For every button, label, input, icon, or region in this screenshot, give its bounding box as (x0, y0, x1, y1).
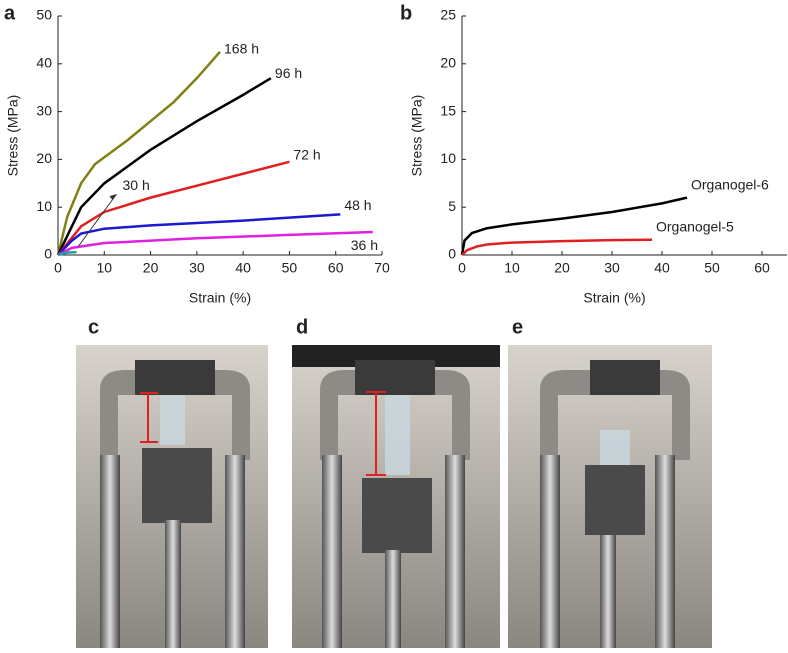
x-tick-label: 0 (458, 260, 466, 276)
photo-e (508, 345, 712, 648)
x-tick-label: 40 (654, 260, 670, 276)
x-tick-label: 30 (189, 260, 205, 276)
panel-label: e (512, 316, 523, 338)
arrow-head (109, 194, 117, 201)
x-tick-label: 0 (54, 260, 62, 276)
x-axis-title: Strain (%) (583, 290, 645, 306)
panel-label: d (296, 316, 308, 338)
x-tick-label: 60 (328, 260, 344, 276)
series-label: 96 h (275, 65, 302, 81)
x-tick-label: 20 (554, 260, 570, 276)
y-tick-label: 5 (448, 198, 456, 214)
photo-d (292, 345, 500, 648)
line-series (461, 238, 653, 256)
annotation-arrow (78, 193, 117, 247)
x-tick-label: 40 (235, 260, 251, 276)
x-tick-label: 60 (754, 260, 770, 276)
photo-c (76, 345, 268, 648)
y-tick-label: 0 (448, 246, 456, 262)
x-axis-title: Strain (%) (189, 290, 251, 306)
y-tick-label: 25 (440, 7, 456, 23)
x-tick-label: 10 (96, 260, 112, 276)
line-series (57, 213, 341, 256)
y-tick-label: 50 (36, 7, 52, 23)
series-label: 168 h (224, 41, 259, 57)
x-tick-label: 70 (374, 260, 390, 276)
y-tick-label: 10 (440, 150, 456, 166)
panel-label: c (88, 316, 99, 338)
line-series (57, 230, 373, 257)
y-tick-label: 10 (36, 198, 52, 214)
series-label: 36 h (351, 237, 378, 253)
x-tick-label: 20 (143, 260, 159, 276)
y-tick-label: 40 (36, 55, 52, 71)
panel-label: a (4, 2, 16, 24)
x-tick-label: 50 (704, 260, 720, 276)
y-tick-label: 30 (36, 102, 52, 118)
series-label: Organogel-5 (656, 218, 734, 234)
y-tick-label: 20 (36, 150, 52, 166)
y-axis-title: Stress (MPa) (409, 95, 425, 177)
x-tick-label: 10 (504, 260, 520, 276)
line-series (57, 160, 290, 256)
series-label: Organogel-6 (691, 176, 769, 192)
y-tick-label: 0 (44, 246, 52, 262)
x-tick-label: 30 (604, 260, 620, 276)
line-series (56, 77, 272, 256)
line-series (460, 196, 688, 256)
y-tick-label: 20 (440, 55, 456, 71)
x-tick-label: 50 (282, 260, 298, 276)
line-series (56, 51, 221, 256)
panel-label: b (400, 2, 412, 24)
series-label: 48 h (344, 197, 371, 213)
line-series (57, 250, 77, 257)
series-label: 30 h (123, 177, 150, 193)
series-label: 72 h (293, 146, 320, 162)
y-axis-title: Stress (MPa) (5, 95, 21, 177)
y-tick-label: 15 (440, 102, 456, 118)
